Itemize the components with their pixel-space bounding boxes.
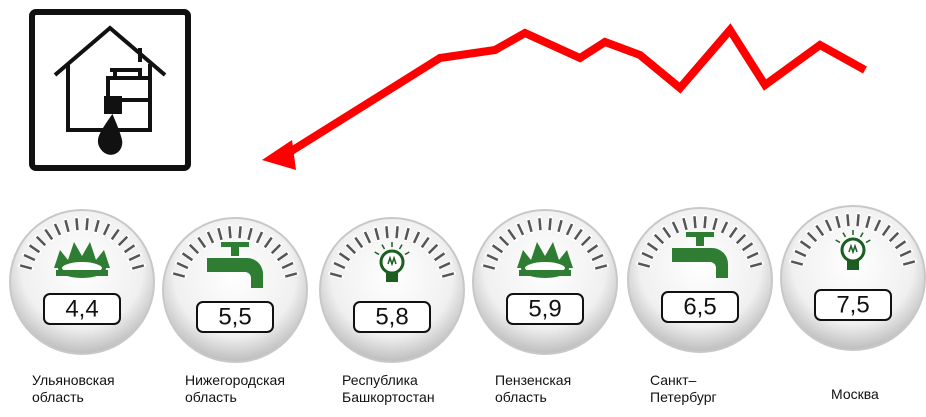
value-label: 5,5 bbox=[218, 303, 251, 330]
region-label: Республика Башкортостан bbox=[342, 372, 492, 406]
gauge-tick bbox=[229, 226, 230, 238]
gauge-tick bbox=[76, 218, 77, 230]
gas-icon bbox=[519, 270, 571, 276]
gauge-tick bbox=[386, 226, 387, 238]
gauge-tick bbox=[694, 216, 695, 228]
gauge: 6,5 bbox=[628, 208, 772, 352]
infographic: 4,4 5,5 5,8 5,9 6,5 7,5 Ульяновская областьНи… bbox=[0, 0, 926, 417]
chart: 4,4 5,5 5,8 5,9 6,5 7,5 bbox=[0, 0, 926, 417]
gauge-tick bbox=[858, 214, 859, 226]
gauge: 4,4 bbox=[10, 210, 154, 354]
gauge-face bbox=[163, 218, 307, 362]
bulb-icon bbox=[386, 273, 398, 282]
gauge-tick bbox=[240, 226, 241, 238]
gauge-face bbox=[781, 206, 925, 350]
gauge-tick bbox=[87, 218, 88, 230]
gauge-face bbox=[10, 210, 154, 354]
value-label: 4,4 bbox=[65, 295, 98, 322]
region-label: Москва bbox=[831, 386, 926, 403]
house-icon bbox=[32, 12, 188, 168]
region-label: Пензенская область bbox=[495, 372, 645, 406]
gauge-tick bbox=[847, 214, 848, 226]
value-label: 6,5 bbox=[683, 293, 716, 320]
gauge-tick bbox=[539, 218, 540, 230]
gauge: 7,5 bbox=[781, 206, 925, 350]
value-label: 7,5 bbox=[836, 291, 869, 318]
gauge-face bbox=[320, 218, 464, 362]
gauge-face bbox=[628, 208, 772, 352]
gauge: 5,8 bbox=[320, 218, 464, 362]
gauge-face bbox=[473, 210, 617, 354]
tap-icon bbox=[686, 232, 714, 237]
gauge-tick bbox=[550, 218, 551, 230]
gauge-tick bbox=[397, 226, 398, 238]
value-label: 5,8 bbox=[375, 303, 408, 330]
value-label: 5,9 bbox=[528, 295, 561, 322]
gauge: 5,5 bbox=[163, 218, 307, 362]
bulb-icon bbox=[847, 261, 859, 270]
region-label: Санкт– Петербург bbox=[650, 372, 800, 406]
gauge-tick bbox=[705, 216, 706, 228]
tap-icon bbox=[221, 242, 249, 247]
region-label: Ульяновская область bbox=[32, 372, 182, 406]
region-label: Нижегородская область bbox=[185, 372, 335, 406]
gauge: 5,9 bbox=[473, 210, 617, 354]
trend-arrow bbox=[262, 30, 865, 170]
gas-icon bbox=[56, 270, 108, 276]
